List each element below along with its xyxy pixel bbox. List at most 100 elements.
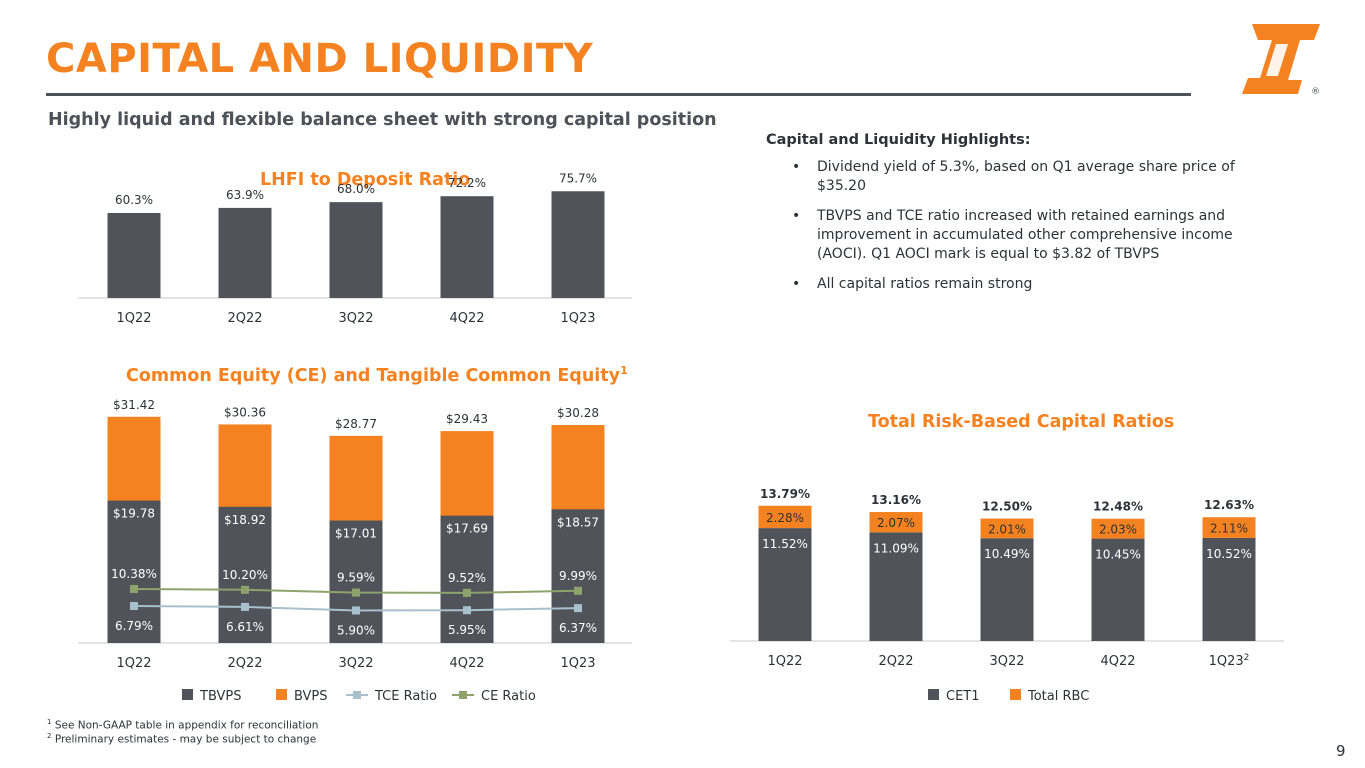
rbc-cet1-bar <box>758 528 812 641</box>
ce-legend-marker <box>459 691 467 699</box>
ce-bvps-label: $31.42 <box>113 398 155 412</box>
rbc-total-bar <box>980 518 1034 539</box>
rbc-x-tick-label: 4Q22 <box>1100 654 1135 669</box>
lhfi-data-label: 63.9% <box>226 188 264 202</box>
page-subtitle: Highly liquid and flexible balance sheet… <box>48 110 717 130</box>
lhfi-x-tick-label: 1Q23 <box>560 311 595 326</box>
ce-ratio-marker <box>463 588 471 597</box>
ce-ratio-marker <box>130 585 138 593</box>
lhfi-x-tick-label: 1Q22 <box>116 311 151 326</box>
ce-ratio-label: 10.38% <box>111 567 157 581</box>
footnote-2-text: Preliminary estimates - may be subject t… <box>54 733 317 746</box>
rbc-legend-swatch <box>928 689 939 700</box>
tce-ratio-marker <box>463 606 471 615</box>
lhfi-chart-title: LHFI to Deposit Ratio <box>260 170 471 190</box>
rbc-x-tick-sup: 2 <box>1244 653 1250 663</box>
tce-ratio-marker <box>130 602 138 610</box>
lhfi-x-tick-label: 2Q22 <box>227 311 262 326</box>
highlight-text: Dividend yield of 5.3%, based on Q1 aver… <box>817 159 1235 194</box>
rbc-cet1-bar <box>869 532 923 641</box>
rbc-sum-label: 13.79% <box>760 487 810 501</box>
ce-legend-marker <box>353 691 361 699</box>
rbc-cet1-label: 10.52% <box>1206 547 1252 561</box>
lhfi-data-label: 68.0% <box>337 182 375 196</box>
ce-chart-title-text: Common Equity (CE) and Tangible Common E… <box>126 365 621 386</box>
rbc-legend-label: CET1 <box>946 689 980 704</box>
ce-bvps-label: $29.43 <box>446 412 488 426</box>
highlight-text: TBVPS and TCE ratio increased with retai… <box>817 208 1233 262</box>
rbc-total-bar <box>758 505 812 529</box>
ce-chart-title-sup: 1 <box>620 364 628 377</box>
ce-tbvps-bar <box>107 500 161 643</box>
rbc-cet1-label: 10.49% <box>984 547 1030 561</box>
lhfi-bar <box>329 202 383 298</box>
tce-ratio-marker <box>241 602 249 611</box>
ce-x-tick-label: 2Q22 <box>227 656 262 671</box>
bullet-dot: • <box>792 208 801 224</box>
rbc-total-label: 2.11% <box>1210 522 1248 536</box>
rbc-sum-label: 12.63% <box>1204 498 1254 512</box>
first-interstate-logo-icon <box>1242 24 1320 94</box>
rbc-total-label: 2.03% <box>1099 523 1137 537</box>
footnote-1-text: See Non-GAAP table in appendix for recon… <box>54 719 319 732</box>
ce-ratio-marker <box>241 585 249 594</box>
ce-legend-label: TBVPS <box>199 689 241 704</box>
tce-ratio-label: 6.79% <box>115 619 153 633</box>
highlight-bullet: • Dividend yield of 5.3%, based on Q1 av… <box>792 158 1252 196</box>
lhfi-data-label: 60.3% <box>115 193 153 207</box>
highlight-bullet: • TBVPS and TCE ratio increased with ret… <box>792 207 1252 264</box>
rbc-x-tick-label: 3Q22 <box>989 654 1024 669</box>
ce-ratio-label: 10.20% <box>222 568 268 582</box>
highlight-text: All capital ratios remain strong <box>817 276 1033 292</box>
highlights-title: Capital and Liquidity Highlights: <box>766 132 1031 148</box>
logo-mark-shine <box>1266 44 1288 76</box>
rbc-x-tick-label: 1Q232 <box>1209 653 1250 669</box>
rbc-total-bar <box>869 512 923 533</box>
page-number: 9 <box>1336 742 1346 760</box>
rbc-legend-swatch <box>1010 689 1021 700</box>
rbc-sum-label: 12.50% <box>982 500 1032 514</box>
ce-tbvps-bar <box>329 520 383 643</box>
ce-ratio-label: 9.52% <box>448 571 486 585</box>
rbc-chart-title: Total Risk-Based Capital Ratios <box>868 412 1175 432</box>
ce-x-tick-label: 3Q22 <box>338 656 373 671</box>
rbc-sum-label: 12.48% <box>1093 500 1143 514</box>
rbc-sum-label: 13.16% <box>871 493 921 507</box>
rbc-total-label: 2.07% <box>877 516 915 530</box>
ce-legend-swatch <box>276 689 287 700</box>
footnote-2: 2 Preliminary estimates - may be subject… <box>47 732 317 746</box>
lhfi-data-label: 75.7% <box>559 171 597 185</box>
page-title: CAPITAL AND LIQUIDITY <box>46 36 594 82</box>
rbc-total-bar <box>1202 517 1256 538</box>
ce-ratio-label: 9.99% <box>559 569 597 583</box>
ce-tbvps-label: $19.78 <box>113 507 155 521</box>
bullet-dot: • <box>792 276 801 292</box>
ce-tbvps-bar <box>551 509 605 643</box>
rbc-legend-label: Total RBC <box>1027 689 1089 704</box>
ce-bvps-label: $30.36 <box>224 405 266 419</box>
highlights-list: • Dividend yield of 5.3%, based on Q1 av… <box>792 158 1252 305</box>
rbc-x-tick-label: 2Q22 <box>878 654 913 669</box>
lhfi-bar <box>440 196 494 298</box>
highlight-bullet: • All capital ratios remain strong <box>792 275 1252 294</box>
ce-legend-swatch <box>182 689 193 700</box>
ce-tbvps-label: $17.69 <box>446 522 488 536</box>
lhfi-bar <box>218 207 272 298</box>
rbc-cet1-label: 11.52% <box>762 537 808 551</box>
ce-bvps-label: $30.28 <box>557 406 599 420</box>
rbc-cet1-label: 10.45% <box>1095 548 1141 562</box>
tce-ratio-label: 5.90% <box>337 623 375 637</box>
registered-mark: ® <box>1311 87 1320 97</box>
ce-tbvps-label: $17.01 <box>335 527 377 541</box>
lhfi-bar <box>551 191 605 298</box>
lhfi-x-tick-label: 3Q22 <box>338 311 373 326</box>
rbc-x-tick-label: 1Q22 <box>767 654 802 669</box>
tce-ratio-label: 5.95% <box>448 623 486 637</box>
rbc-total-bar <box>1091 518 1145 539</box>
ce-ratio-label: 9.59% <box>337 571 375 585</box>
tce-ratio-label: 6.61% <box>226 620 264 634</box>
rbc-cet1-bar <box>1091 538 1145 641</box>
ce-legend-label: TCE Ratio <box>374 689 437 704</box>
lhfi-x-tick-label: 4Q22 <box>449 311 484 326</box>
